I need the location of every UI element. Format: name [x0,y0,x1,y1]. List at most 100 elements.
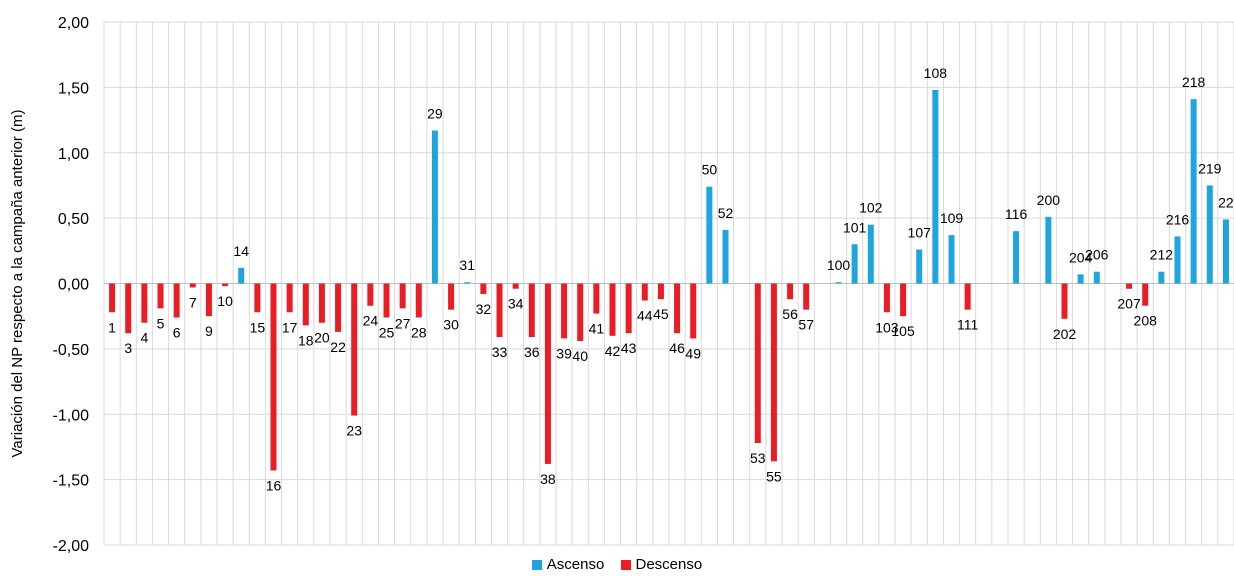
bar-ascenso [464,282,471,284]
data-label: 31 [459,257,475,273]
bar-ascenso [1158,271,1165,284]
bar-descenso [125,283,132,334]
bar-descenso [561,283,568,339]
bar-descenso [367,283,374,306]
bar-ascenso [238,267,245,284]
data-label: 109 [940,210,964,226]
bar-ascenso [1174,236,1181,284]
y-tick-label: -2,00 [53,538,90,555]
data-label: 206 [1085,247,1109,263]
bar-descenso [222,283,229,287]
data-label: 200 [1037,192,1061,208]
y-tick-label: -1,00 [53,407,90,424]
bar-ascenso [1222,219,1229,284]
data-label: 33 [492,344,508,360]
bar-descenso [754,283,761,444]
data-label: 57 [798,317,814,333]
bar-ascenso [431,130,438,284]
bar-descenso [383,283,390,318]
bar-descenso [109,283,116,313]
bar-descenso [141,283,148,323]
bar-descenso [157,283,164,309]
legend-item-descenso: Descenso [620,556,703,573]
bar-descenso [674,283,681,334]
data-label: 46 [669,340,685,356]
bar-descenso [335,283,342,332]
bar-ascenso [1093,271,1100,284]
y-tick-label: 1,50 [58,80,89,97]
bar-descenso [1142,283,1149,306]
data-label: 25 [379,324,395,340]
data-label: 53 [750,450,766,466]
data-label: 16 [266,477,282,493]
bar-descenso [883,283,890,313]
data-label: 43 [621,340,637,356]
bar-descenso [1061,283,1068,319]
bar-ascenso [948,235,955,284]
bar-descenso [625,283,632,334]
y-tick-label: -0,50 [53,342,90,359]
data-label: 18 [298,332,314,348]
data-label: 207 [1117,296,1141,312]
legend-label-ascenso: Ascenso [546,556,605,573]
bar-descenso [496,283,503,338]
bar-ascenso [1013,231,1020,284]
bar-descenso [964,283,971,310]
bar-ascenso [1045,216,1052,284]
y-axis-title: Variación del NP respecto a la campaña a… [9,110,26,458]
data-label: 5 [157,315,165,331]
y-tick-label: 0,00 [58,277,89,294]
data-label: 1 [108,319,116,335]
data-label: 15 [250,319,266,335]
bar-descenso [318,283,325,323]
data-label: 49 [685,345,701,361]
bar-descenso [803,283,810,310]
data-label: 36 [524,344,540,360]
bar-descenso [609,283,616,336]
legend: Ascenso Descenso [0,556,1234,574]
data-label: 9 [205,323,213,339]
bar-descenso [189,283,196,288]
legend-label-descenso: Descenso [635,556,703,573]
bar-descenso [690,283,697,339]
data-label: 30 [443,317,459,333]
data-label: 29 [427,106,443,122]
bar-descenso [657,283,664,300]
data-label: 42 [605,343,621,359]
data-label: 202 [1053,326,1077,342]
data-label: 27 [395,315,411,331]
bar-ascenso [916,249,923,284]
data-label: 20 [314,330,330,346]
data-label: 7 [189,294,197,310]
data-label: 212 [1150,247,1174,263]
bar-ascenso [851,244,858,284]
bar-ascenso [932,89,939,284]
data-label: 101 [843,219,867,235]
data-label: 22 [330,339,346,355]
data-label: 41 [589,321,605,337]
data-label: 116 [1005,206,1028,222]
bar-descenso [399,283,406,309]
bar-descenso [577,283,584,342]
bar-descenso [770,283,777,462]
bar-ascenso [1077,274,1084,284]
data-label: 45 [653,306,669,322]
bar-descenso [205,283,212,317]
bar-descenso [415,283,422,318]
data-label: 40 [572,348,588,364]
bar-ascenso [706,186,713,284]
bar-descenso [544,283,551,464]
data-label: 102 [859,200,883,216]
data-label: 105 [891,323,915,339]
bar-ascenso [1190,99,1197,284]
data-label: 107 [908,225,932,241]
data-label: 219 [1198,160,1222,176]
bar-descenso [593,283,600,314]
data-label: 208 [1134,313,1158,329]
bar-ascenso [722,229,729,284]
bar-descenso [286,283,293,313]
data-label: 24 [363,313,379,329]
data-label: 23 [346,423,362,439]
data-label: 56 [782,306,798,322]
